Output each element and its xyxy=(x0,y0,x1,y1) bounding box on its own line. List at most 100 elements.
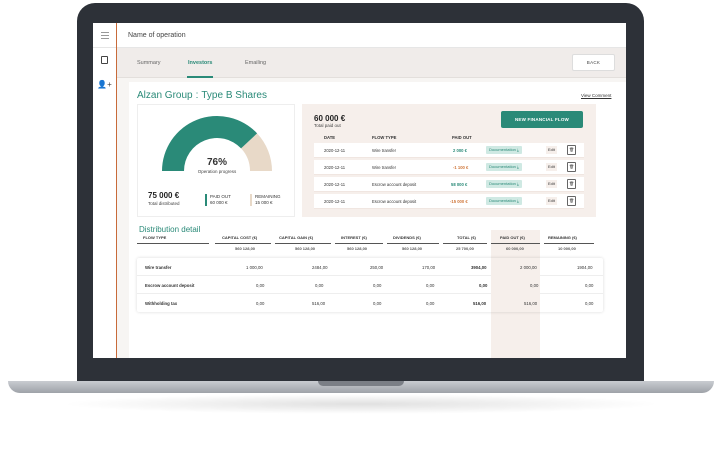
sidebar-item-operations[interactable] xyxy=(93,48,116,72)
laptop-base xyxy=(8,381,714,393)
cell-remaining: 0,00 xyxy=(585,283,594,288)
trash-icon[interactable]: 🗑 xyxy=(567,196,576,206)
flow-amount: -1 100 € xyxy=(453,165,469,170)
dist-header-dividends: DIVIDENDS (€) xyxy=(393,235,421,240)
edit-button[interactable]: Edit xyxy=(546,197,557,205)
cell-paid-out: 516,00 xyxy=(524,301,538,306)
cell-paid-out: 0,00 xyxy=(530,283,539,288)
total-dividends: 560 128,00 xyxy=(402,246,423,251)
row-label: Withholding tax xyxy=(145,301,178,306)
cell-dividends: 0,00 xyxy=(426,301,435,306)
paid-out-label: PAID OUT xyxy=(210,194,231,199)
dist-header-paid-out: PAID OUT (€) xyxy=(500,235,525,240)
edit-button[interactable]: Edit xyxy=(546,163,557,171)
header-underline xyxy=(491,243,540,244)
edit-button[interactable]: Edit xyxy=(546,146,557,154)
documentation-download-button[interactable]: Documentation ⤓ xyxy=(486,163,522,171)
gauge-paid-arc xyxy=(162,116,258,171)
back-button[interactable]: BACK xyxy=(572,54,615,71)
edit-button[interactable]: Edit xyxy=(546,180,557,188)
cell-total: 3904,00 xyxy=(471,265,487,270)
trash-icon[interactable]: 🗑 xyxy=(567,179,576,189)
cell-remaining: 0,00 xyxy=(585,301,594,306)
sidebar-item-add-user[interactable]: 👤+ xyxy=(93,72,116,96)
cell-capital-gain: 0,00 xyxy=(315,283,324,288)
paid-out-cell-bg xyxy=(491,258,540,276)
documentation-download-button[interactable]: Documentation ⤓ xyxy=(486,180,522,188)
total-interest: 560 128,00 xyxy=(347,246,368,251)
flow-date: 2020-12-11 xyxy=(324,199,346,204)
paid-out-amount: 60 000 € xyxy=(210,200,228,205)
remaining-kpi: REMAINING 15 000 € xyxy=(250,194,281,206)
remaining-amount: 15 000 € xyxy=(255,200,273,205)
new-financial-flow-button[interactable]: NEW FINANCIAL FLOW xyxy=(501,111,583,128)
sidebar: 👤+ xyxy=(93,23,117,358)
top-bar: Name of operation xyxy=(117,23,626,48)
flow-amount: 58 000 € xyxy=(451,182,468,187)
cell-capital-gain: 2484,00 xyxy=(312,265,328,270)
header-underline xyxy=(137,243,209,244)
cell-interest: 0,00 xyxy=(373,283,382,288)
cell-capital-cost: 1 000,00 xyxy=(246,265,263,270)
page-title: Alzan Group: Type B Shares xyxy=(137,90,267,101)
distribution-table: Wire transfer 1 000,00 2484,00 250,00 17… xyxy=(137,258,603,312)
tab-bar: Summary Investors Emailing BACK xyxy=(117,48,626,78)
flow-date: 2020-12-11 xyxy=(324,182,346,187)
flows-header-paid: PAID OUT xyxy=(452,135,472,140)
cell-total: 0,00 xyxy=(479,283,488,288)
cell-remaining: 1904,00 xyxy=(577,265,593,270)
distribution-title: Distribution detail xyxy=(139,225,201,234)
flow-type: Escrow account deposit xyxy=(372,199,417,204)
dist-header-remaining: REMAINING (€) xyxy=(548,235,577,240)
trash-icon[interactable]: 🗑 xyxy=(567,162,576,172)
total-capital-gain: 560 128,00 xyxy=(295,246,316,251)
tab-emailing[interactable]: Emailing xyxy=(245,60,267,66)
paid-out-kpi: PAID OUT 60 000 € xyxy=(205,194,231,206)
paid-out-cell-bg xyxy=(491,294,540,312)
cell-paid-out: 2 000,00 xyxy=(520,265,537,270)
trash-icon[interactable]: 🗑 xyxy=(567,145,576,155)
share-type: Type B Shares xyxy=(201,90,267,101)
paid-out-cell-bg xyxy=(491,276,540,294)
dist-header-flow-type: FLOW TYPE xyxy=(143,235,167,240)
company-name: Alzan Group xyxy=(137,90,193,101)
flow-row: 2020-12-11 Escrow account deposit 58 000… xyxy=(314,177,584,192)
total-distributed-label: Total distributed xyxy=(148,201,180,206)
view-comment-link[interactable]: View Comment xyxy=(581,93,612,98)
row-label: Escrow account deposit xyxy=(145,283,195,288)
cell-interest: 0,00 xyxy=(373,301,382,306)
tab-investors[interactable]: Investors xyxy=(187,48,214,78)
total-paid-out: 60 000,00 xyxy=(506,246,524,251)
documentation-download-button[interactable]: Documentation ⤓ xyxy=(486,197,522,205)
investor-card: Alzan Group: Type B Shares View Comment 7… xyxy=(129,82,626,358)
flow-type: Wire transfer xyxy=(372,148,396,153)
header-underline xyxy=(335,243,383,244)
dist-header-total: TOTAL (€) xyxy=(457,235,476,240)
flow-row: 2020-12-11 Wire transfer -1 100 € Docume… xyxy=(314,160,584,175)
flow-row: 2020-12-11 Wire transfer 2 000 € Documen… xyxy=(314,143,584,158)
cell-interest: 250,00 xyxy=(370,265,384,270)
cell-capital-cost: 0,00 xyxy=(256,283,265,288)
menu-toggle[interactable] xyxy=(93,23,116,48)
app-screen: 👤+ Name of operation Summary Investors E… xyxy=(93,23,626,358)
cell-total: 516,00 xyxy=(473,301,487,306)
add-user-icon: 👤+ xyxy=(97,79,112,89)
operation-title: Name of operation xyxy=(128,31,186,39)
header-underline xyxy=(275,243,331,244)
remaining-label: REMAINING xyxy=(255,194,281,199)
cell-capital-cost: 0,00 xyxy=(256,301,265,306)
table-row: Wire transfer 1 000,00 2484,00 250,00 17… xyxy=(137,258,603,276)
laptop-shadow xyxy=(60,394,662,414)
main-content: Summary Investors Emailing BACK Alzan Gr… xyxy=(117,48,626,358)
flow-type: Wire transfer xyxy=(372,165,396,170)
tab-summary[interactable]: Summary xyxy=(137,60,161,66)
total-remaining: 10 000,00 xyxy=(558,246,576,251)
flow-amount: 2 000 € xyxy=(453,148,467,153)
table-row: Escrow account deposit 0,00 0,00 0,00 0,… xyxy=(137,276,603,294)
flow-date: 2020-12-11 xyxy=(324,148,346,153)
total-paid-label: Total paid out xyxy=(314,123,341,128)
table-row: Withholding tax 0,00 516,00 0,00 0,00 51… xyxy=(137,294,603,312)
documentation-download-button[interactable]: Documentation ⤓ xyxy=(486,146,522,154)
total-total: 25 700,00 xyxy=(456,246,474,251)
header-underline xyxy=(443,243,487,244)
